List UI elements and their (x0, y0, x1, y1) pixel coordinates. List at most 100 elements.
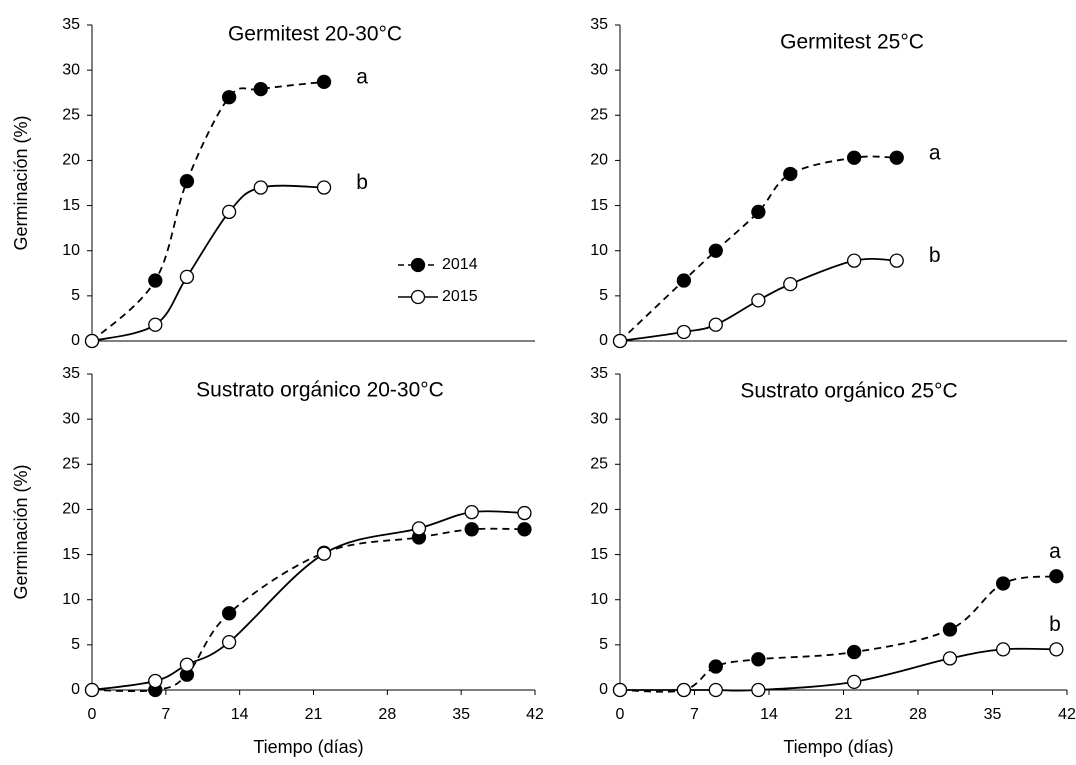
y-tick-label: 20 (590, 152, 608, 169)
data-point (84, 682, 100, 698)
data-point (708, 659, 723, 674)
x-tick-label: 7 (161, 706, 170, 723)
legend-label: 2015 (442, 288, 478, 305)
data-point (846, 674, 862, 690)
x-axis-title: Tiempo (días) (783, 737, 893, 757)
data-point (221, 634, 237, 650)
data-point (179, 269, 195, 285)
x-tick-label: 35 (984, 706, 1002, 723)
series-line (91, 184, 325, 342)
data-point (846, 644, 862, 660)
data-point (221, 606, 237, 621)
series-line (619, 575, 1057, 693)
data-point (942, 622, 958, 637)
legend-marker (410, 289, 426, 305)
y-tick-label: 35 (62, 16, 80, 33)
y-tick-label: 35 (590, 365, 608, 382)
data-point (316, 546, 332, 561)
y-tick-label: 25 (62, 107, 80, 124)
y-tick-label: 10 (62, 591, 80, 608)
data-point (846, 150, 862, 165)
x-tick-label: 14 (760, 706, 778, 723)
x-axis-title: Tiempo (días) (253, 737, 363, 757)
chart-title: Sustrato orgánico 20-30°C (196, 379, 444, 402)
y-tick-label: 10 (590, 242, 608, 259)
y-tick-label: 5 (71, 636, 80, 653)
data-point (517, 522, 532, 537)
y-tick-label: 30 (62, 410, 80, 427)
data-point (942, 651, 958, 666)
data-point (316, 74, 332, 90)
data-point (517, 505, 532, 521)
annotation: b (1049, 613, 1061, 636)
data-point (221, 90, 237, 105)
data-point (751, 204, 766, 220)
y-tick-label: 15 (62, 546, 80, 563)
data-point (708, 682, 723, 698)
y-tick-label: 30 (62, 61, 80, 78)
chart-title: Germitest 20-30°C (228, 23, 402, 46)
data-point (148, 273, 163, 288)
data-point (676, 273, 692, 288)
x-tick-label: 14 (231, 706, 249, 723)
chart-title: Sustrato orgánico 25°C (740, 380, 957, 403)
data-point (889, 253, 904, 268)
data-point (464, 504, 479, 520)
data-point (708, 243, 723, 258)
y-tick-label: 15 (590, 546, 608, 563)
data-point (751, 682, 766, 698)
data-point (411, 521, 427, 536)
y-tick-label: 0 (599, 332, 608, 349)
y-tick-label: 25 (590, 456, 608, 473)
data-point (995, 576, 1011, 591)
data-point (783, 166, 798, 182)
data-point (253, 180, 268, 195)
data-point (179, 657, 195, 672)
annotation: b (356, 171, 368, 194)
y-tick-label: 10 (590, 591, 608, 608)
x-tick-label: 0 (88, 706, 97, 723)
y-tick-label: 10 (62, 242, 80, 259)
data-point (889, 150, 904, 165)
annotation: b (929, 244, 941, 267)
data-point (148, 673, 163, 689)
y-tick-label: 5 (599, 287, 608, 304)
x-tick-label: 42 (1058, 706, 1076, 723)
y-tick-label: 20 (62, 152, 80, 169)
data-point (464, 522, 479, 537)
series-line (91, 510, 525, 691)
series-line (91, 80, 325, 342)
x-tick-label: 21 (305, 706, 323, 723)
legend-marker (410, 257, 426, 273)
y-axis-title: Germinación (%) (11, 464, 31, 599)
data-point (846, 253, 862, 268)
data-point (148, 317, 163, 332)
y-tick-label: 5 (71, 287, 80, 304)
x-tick-label: 28 (378, 706, 396, 723)
y-tick-label: 30 (590, 61, 608, 78)
y-tick-label: 15 (590, 197, 608, 214)
data-point (676, 682, 692, 698)
x-tick-label: 21 (835, 706, 853, 723)
y-tick-label: 0 (71, 332, 80, 349)
y-tick-label: 35 (590, 16, 608, 33)
series-line (619, 155, 897, 342)
data-point (1049, 569, 1064, 584)
data-point (612, 682, 628, 698)
y-axis-title: Germinación (%) (11, 115, 31, 250)
annotation: a (929, 141, 941, 164)
y-tick-label: 5 (599, 636, 608, 653)
y-tick-label: 0 (71, 681, 80, 698)
y-tick-label: 0 (599, 681, 608, 698)
data-point (1049, 642, 1064, 657)
x-tick-label: 7 (690, 706, 699, 723)
y-tick-label: 25 (62, 456, 80, 473)
x-tick-label: 35 (452, 706, 470, 723)
annotation: a (356, 65, 368, 88)
data-point (253, 81, 268, 97)
y-tick-label: 20 (62, 501, 80, 518)
data-point (612, 333, 628, 349)
y-tick-label: 15 (62, 197, 80, 214)
legend-label: 2014 (442, 256, 478, 273)
